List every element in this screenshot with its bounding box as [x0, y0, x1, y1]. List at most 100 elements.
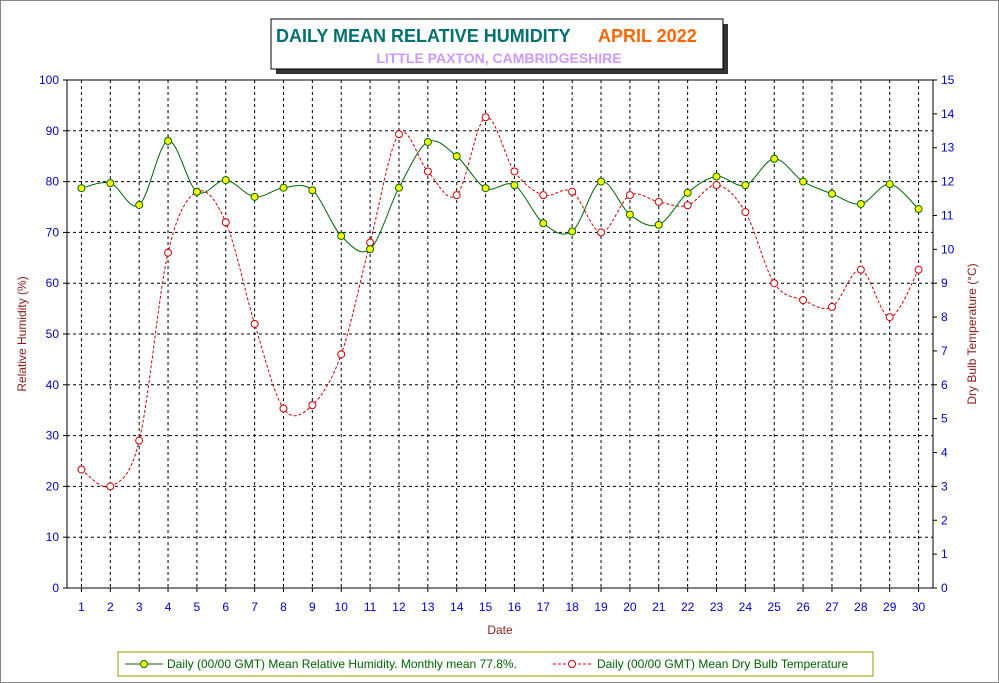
humidity-point [741, 181, 750, 190]
legend-box [117, 651, 874, 677]
x-tick-label: 28 [854, 600, 868, 614]
humidity-point [481, 184, 490, 193]
temperature-point [856, 265, 865, 274]
y2-tick-label: 12 [941, 175, 955, 189]
temperature-point [885, 313, 894, 322]
y2-tick-label: 4 [941, 446, 948, 460]
x-tick-label: 7 [251, 600, 258, 614]
legend-item-humidity: Daily (00/00 GMT) Mean Relative Humidity… [125, 657, 517, 671]
humidity-point [394, 183, 403, 192]
humidity-point [597, 177, 606, 186]
y-tick-label: 40 [46, 378, 60, 392]
temperature-point [106, 482, 115, 491]
temperature-point [366, 238, 375, 247]
y2-tick-label: 7 [941, 344, 948, 358]
temperature-point [221, 218, 230, 227]
temperature-point [914, 265, 923, 274]
humidity-point [885, 180, 894, 189]
x-tick-label: 3 [136, 600, 143, 614]
x-tick-label: 15 [479, 600, 493, 614]
x-tick-label: 6 [222, 600, 229, 614]
temperature-point [568, 187, 577, 196]
y-tick-label: 20 [46, 479, 60, 493]
x-tick-label: 20 [623, 600, 637, 614]
y-tick-label: 30 [46, 429, 60, 443]
y-tick-label: 60 [46, 276, 60, 290]
y2-tick-label: 9 [941, 276, 948, 290]
temperature-point [510, 167, 519, 176]
x-tick-label: 8 [280, 600, 287, 614]
y-axis-label: Relative Humidity (%) [15, 276, 29, 391]
humidity-point [827, 189, 836, 198]
temperature-point [452, 191, 461, 200]
temperature-point [683, 201, 692, 210]
legend-humidity-label: Daily (00/00 GMT) Mean Relative Humidity… [167, 657, 517, 671]
chart-title: DAILY MEAN RELATIVE HUMIDITY [276, 26, 571, 46]
y-tick-label: 70 [46, 225, 60, 239]
x-tick-label: 14 [450, 600, 464, 614]
humidity-point [625, 210, 634, 219]
x-tick-label: 5 [194, 600, 201, 614]
y2-axis-label: Dry Bulb Temperature (°C) [965, 263, 979, 404]
humidity-point [799, 177, 808, 186]
humidity-point [568, 227, 577, 236]
temperature-point [597, 228, 606, 237]
humidity-point [279, 183, 288, 192]
humidity-point [192, 187, 201, 196]
x-tick-label: 1 [78, 600, 85, 614]
title-box [270, 18, 724, 70]
humidity-point [423, 137, 432, 146]
humidity-point [452, 152, 461, 161]
legend-humidity-marker [140, 660, 148, 668]
temperature-point [308, 401, 317, 410]
temperature-point [394, 130, 403, 139]
y-tick-label: 90 [46, 124, 60, 138]
humidity-point [221, 176, 230, 185]
y2-tick-label: 0 [941, 581, 948, 595]
x-tick-label: 24 [739, 600, 753, 614]
humidity-point [770, 154, 779, 163]
temperature-point [423, 167, 432, 176]
x-tick-label: 30 [912, 600, 926, 614]
y2-tick-label: 1 [941, 547, 948, 561]
chart-subtitle: LITTLE PAXTON, CAMBRIDGESHIRE [376, 50, 621, 66]
humidity-point [164, 136, 173, 145]
x-tick-label: 22 [681, 600, 695, 614]
x-tick-label: 10 [335, 600, 349, 614]
humidity-point [106, 179, 115, 188]
y2-tick-label: 13 [941, 141, 955, 155]
gridlines [67, 80, 933, 588]
humidity-point [135, 200, 144, 209]
humidity-point [914, 205, 923, 214]
y-tick-label: 0 [52, 581, 59, 595]
humidity-point [856, 199, 865, 208]
temperature-point [164, 248, 173, 257]
temperature-point [135, 436, 144, 445]
humidity-point [77, 184, 86, 193]
axes: 0102030405060708090100012345678910111213… [39, 73, 955, 614]
temperature-point [770, 279, 779, 288]
chart-title-period: APRIL 2022 [598, 26, 697, 46]
humidity-point [250, 192, 259, 201]
y-tick-label: 10 [46, 530, 60, 544]
x-tick-label: 18 [565, 600, 579, 614]
x-tick-label: 9 [309, 600, 316, 614]
y2-tick-label: 15 [941, 73, 955, 87]
humidity-point [308, 186, 317, 195]
x-tick-label: 25 [768, 600, 782, 614]
series-layer [77, 113, 923, 491]
humidity-point [366, 245, 375, 254]
temperature-point [827, 302, 836, 311]
x-tick-label: 21 [652, 600, 666, 614]
y2-tick-label: 10 [941, 242, 955, 256]
legend-item-temperature: Daily (00/00 GMT) Mean Dry Bulb Temperat… [553, 657, 849, 671]
y2-tick-label: 3 [941, 479, 948, 493]
humidity-point [712, 172, 721, 181]
y2-tick-label: 14 [941, 107, 955, 121]
x-tick-label: 29 [883, 600, 897, 614]
y2-tick-label: 11 [941, 208, 954, 222]
x-tick-label: 13 [421, 600, 435, 614]
temperature-point [481, 113, 490, 122]
y2-tick-label: 2 [941, 513, 948, 527]
